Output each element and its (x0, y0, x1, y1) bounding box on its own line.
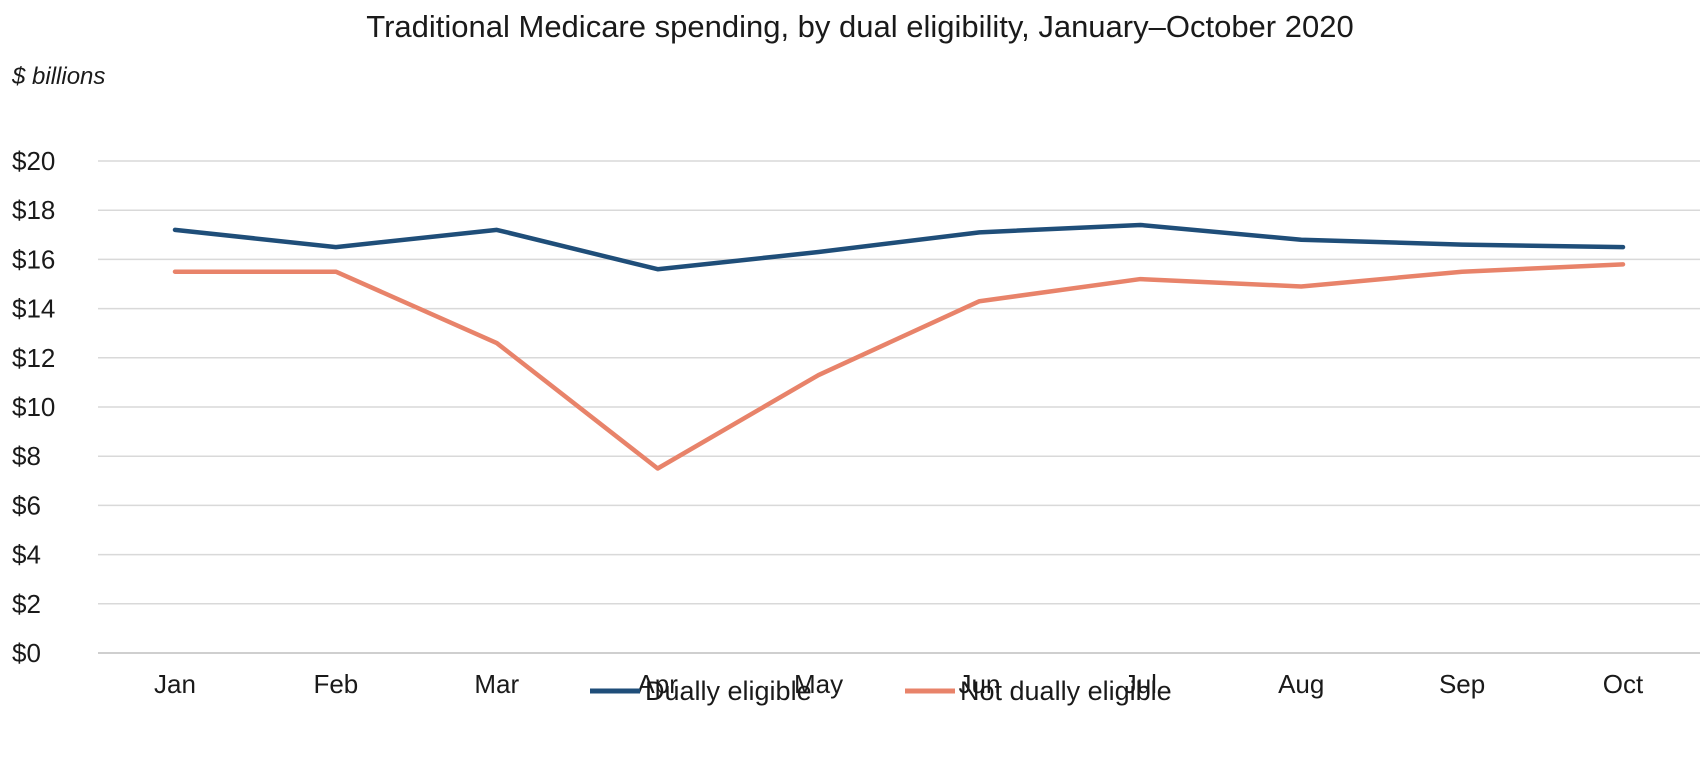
x-tick-label: Oct (1603, 669, 1644, 699)
chart-title: Traditional Medicare spending, by dual e… (366, 9, 1353, 44)
x-tick-label: Aug (1278, 669, 1324, 699)
x-tick-label: Jul (1124, 669, 1157, 699)
y-tick-label: $0 (12, 638, 41, 668)
x-tick-label: Jun (958, 669, 1000, 699)
series-line-not-dually-eligible (172, 262, 1626, 471)
gridlines (98, 160, 1700, 654)
series-lines (172, 222, 1626, 471)
unit-label: $ billions (11, 63, 105, 90)
y-axis-ticks: $0 $2 $4 $6 $8 $10 $12 $14 $16 $18 $20 (12, 146, 55, 668)
y-tick-label: $2 (12, 589, 41, 619)
y-tick-label: $10 (12, 392, 55, 422)
x-tick-label: Feb (313, 669, 358, 699)
legend: Dually eligible Not dually eligible (590, 676, 1172, 706)
y-tick-label: $12 (12, 343, 55, 373)
legend-label-dually-eligible: Dually eligible (645, 676, 812, 706)
y-tick-label: $18 (12, 195, 55, 225)
legend-label-not-dually-eligible: Not dually eligible (960, 676, 1172, 706)
x-axis-ticks: Jan Feb Mar Apr May Jun Jul Aug Sep Oct (154, 669, 1644, 699)
y-tick-label: $14 (12, 294, 55, 324)
x-tick-label: Apr (637, 669, 678, 699)
y-tick-label: $6 (12, 490, 41, 520)
y-tick-label: $4 (12, 540, 41, 570)
y-tick-label: $20 (12, 146, 55, 176)
y-tick-label: $16 (12, 244, 55, 274)
series-line-dually-eligible (172, 222, 1626, 272)
y-tick-label: $8 (12, 441, 41, 471)
x-tick-label: Jan (154, 669, 196, 699)
x-tick-label: May (794, 669, 843, 699)
x-tick-label: Sep (1439, 669, 1485, 699)
x-tick-label: Mar (474, 669, 519, 699)
